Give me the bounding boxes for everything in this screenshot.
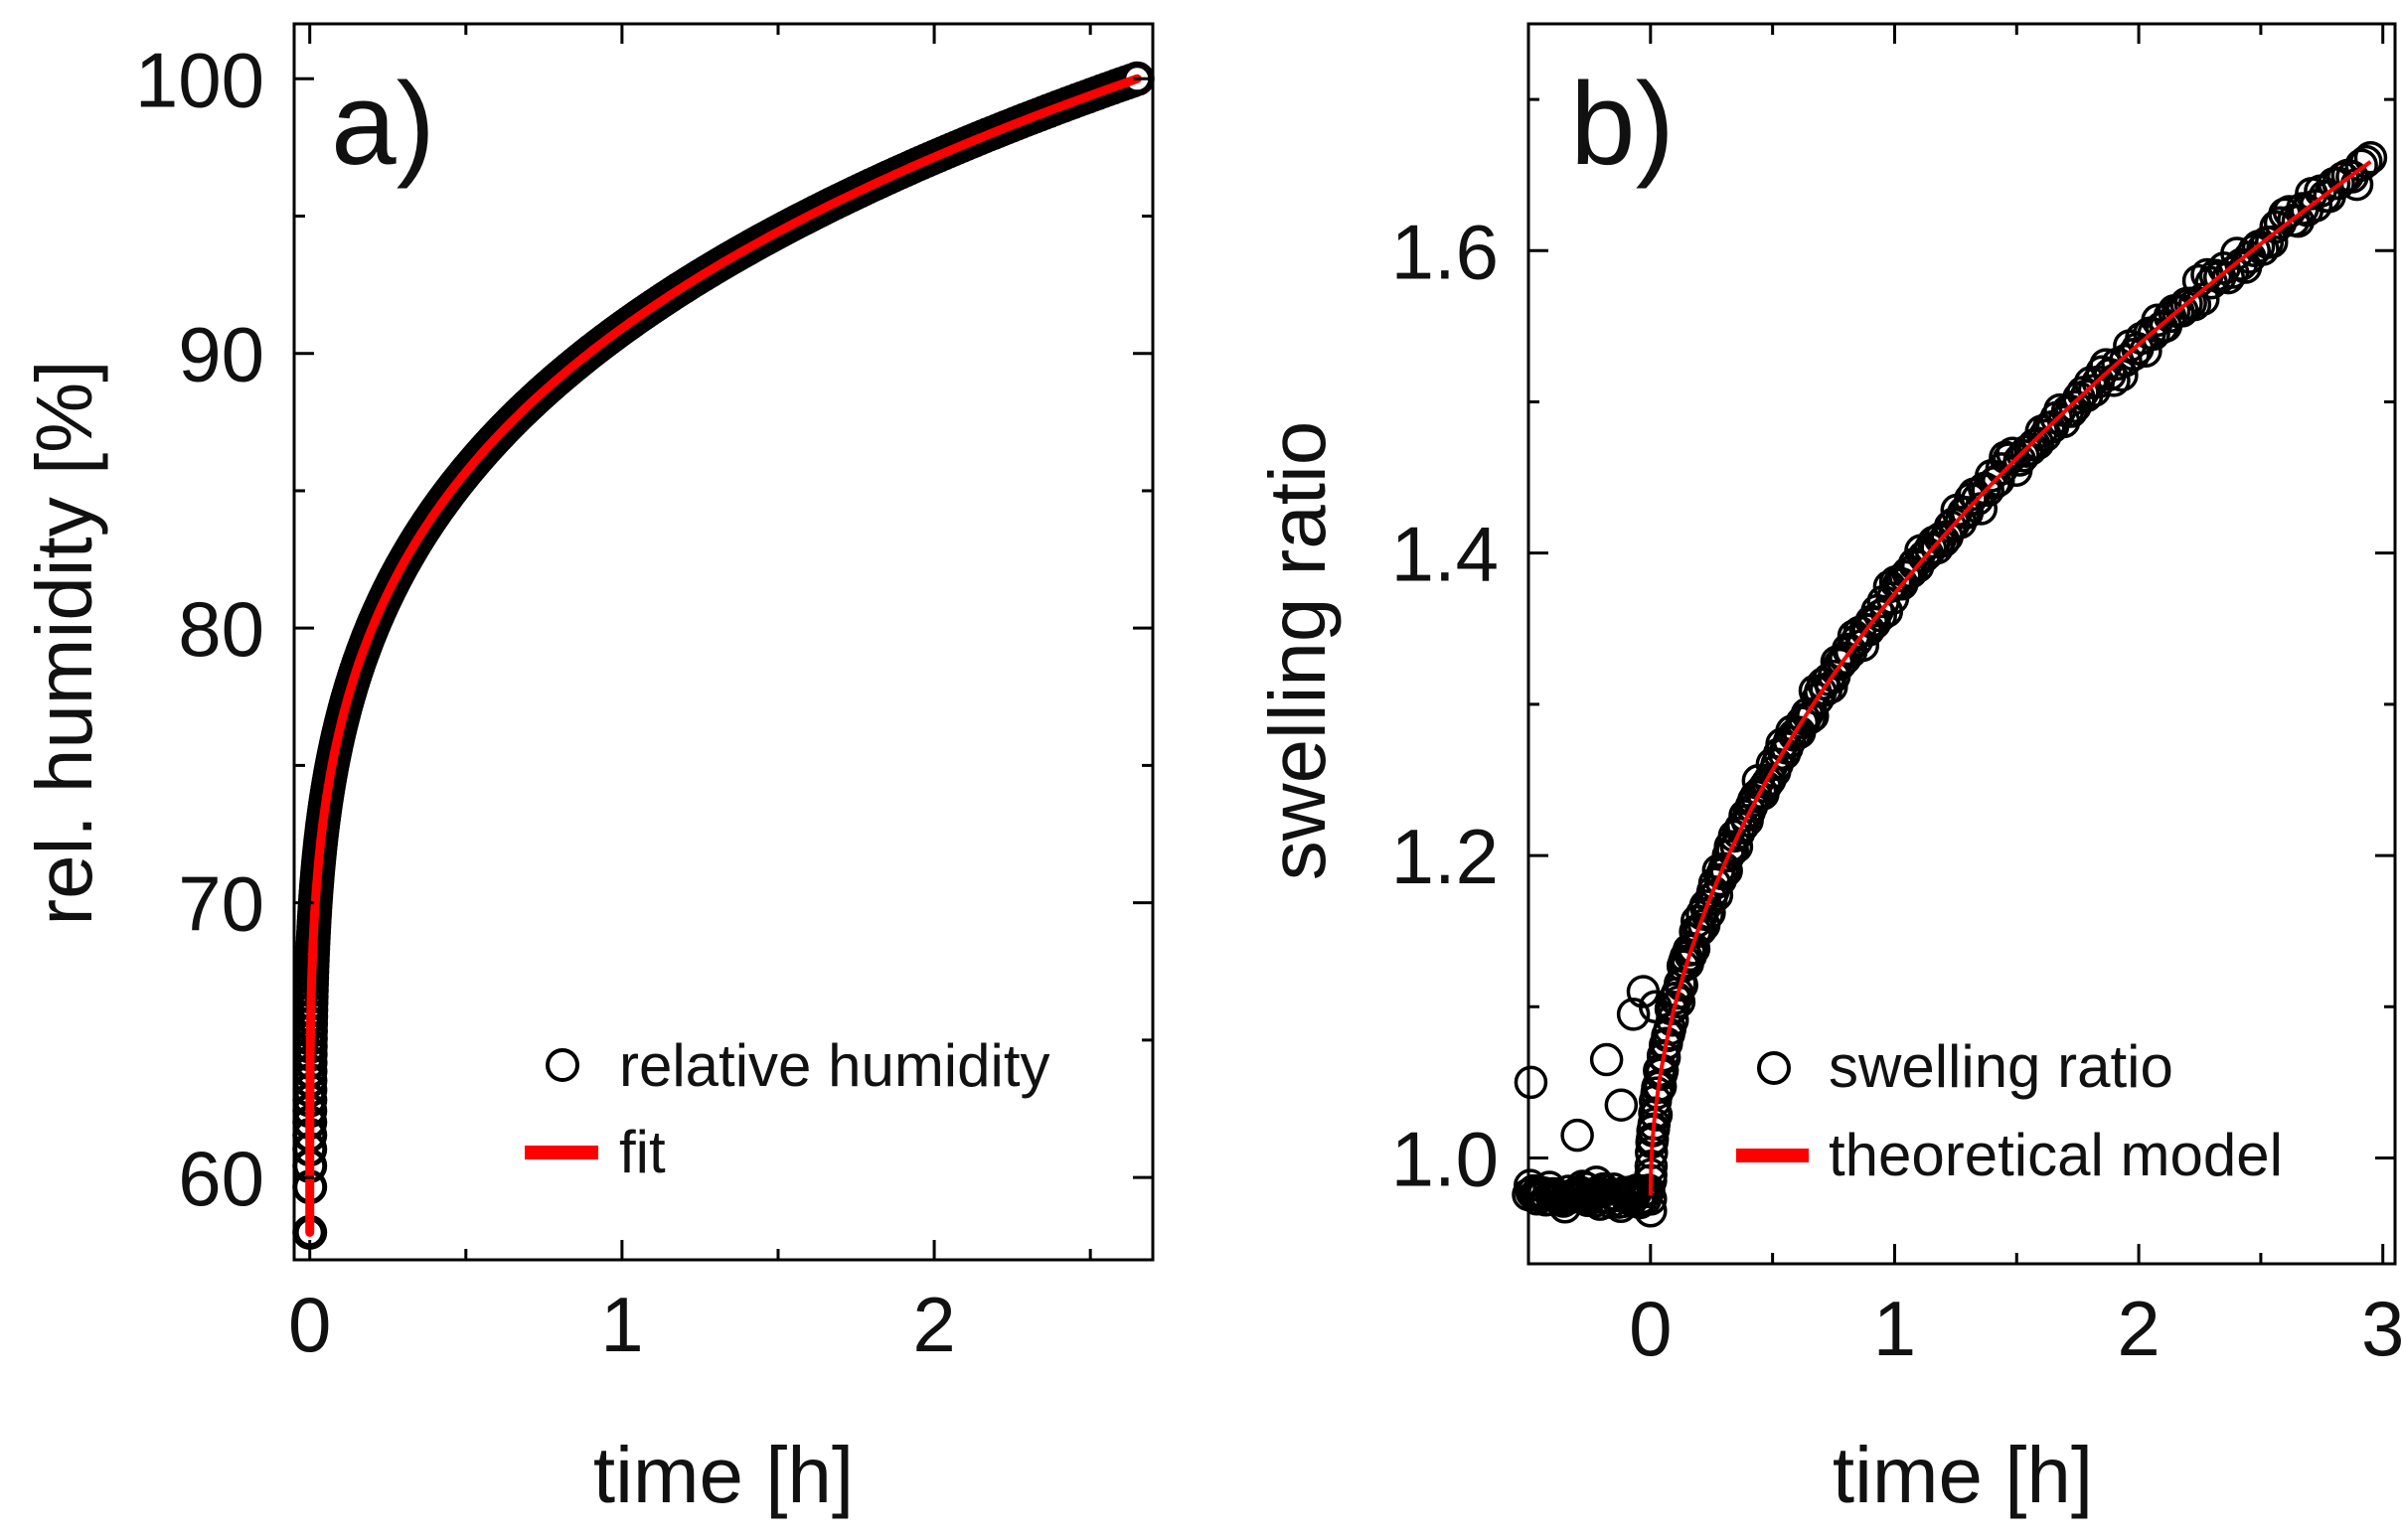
panel-b-x-tick-label: 0	[1629, 1285, 1672, 1372]
panel-b-data-point	[2344, 148, 2378, 182]
b-ticks-layer	[1526, 24, 2395, 1264]
panel-a-x-tick-label: 2	[912, 1281, 955, 1368]
panel-a-y-tick-label: 60	[178, 1135, 264, 1222]
a-fit-layer	[305, 74, 1142, 1237]
panel-b-data-point	[1683, 912, 1717, 947]
panel-a-x-axis-title: time [h]	[593, 1431, 854, 1519]
panel-b-data-point	[2349, 144, 2383, 179]
panel-b-y-tick-label: 1.4	[1391, 511, 1499, 598]
legend-b-label-swelling-ratio: swelling ratio	[1829, 1033, 2173, 1100]
panel-b-outlier-point	[1634, 1193, 1668, 1228]
panel-b-data-point	[1796, 698, 1830, 733]
panel-b-outlier-point	[1616, 998, 1651, 1031]
a-ticklabels-layer: 0 1 2 60 70 80 90 100	[135, 36, 956, 1368]
panel-a-y-tick-label: 90	[178, 311, 264, 398]
panel-a-y-axis-title: rel. humidity [%]	[20, 360, 108, 925]
legend-b-marker-swelling-ratio	[1757, 1051, 1791, 1085]
legend-b-label-theoretical-model: theoretical model	[1829, 1122, 2283, 1188]
panel-b-data-point	[2254, 225, 2289, 259]
panel-a-fit-line	[305, 74, 1142, 1237]
panel-b-y-axis-title: swelling ratio	[1253, 421, 1342, 880]
panel-a-x-tick-label: 1	[600, 1281, 643, 1368]
a-ticks-layer	[294, 24, 1153, 1260]
panel-b-x-axis-title: time [h]	[1833, 1431, 2093, 1519]
panel-b-data-point	[2109, 344, 2143, 378]
panel-b-x-tick-label: 1	[1873, 1285, 1916, 1372]
panel-b-data-point	[2177, 287, 2212, 322]
legend-a-label-relative-humidity: relative humidity	[619, 1032, 1050, 1099]
panel-b-outlier-point	[1589, 1042, 1624, 1077]
panel-b-data-point	[1863, 598, 1897, 633]
panel-b-x-tick-label: 2	[2117, 1285, 2160, 1372]
panel-b-plot-frame	[1526, 22, 2397, 1266]
panel-b-x-tick-label: 3	[2361, 1285, 2402, 1372]
panel-b-model-line	[1648, 160, 2372, 1196]
panel-b-outlier-point	[1514, 1065, 1548, 1100]
panel-b-y-tick-label: 1.2	[1391, 813, 1499, 900]
panel-b-outlier-point	[1604, 1088, 1639, 1122]
panel-b-outlier-point	[1638, 990, 1673, 1024]
a-markers-layer	[292, 61, 1155, 1250]
panel-a-tag: a)	[331, 59, 435, 190]
panel-a-y-tick-label: 100	[135, 36, 264, 123]
panel-b-y-tick-label: 1.0	[1391, 1115, 1499, 1202]
panel-a-y-tick-label: 80	[178, 585, 264, 673]
panel-b-data-point	[1857, 606, 1891, 641]
legend-a-label-fit: fit	[619, 1119, 666, 1185]
panel-a-x-tick-label: 0	[288, 1281, 331, 1368]
panel-a-plot-frame	[292, 22, 1155, 1262]
panel-a-y-tick-label: 70	[178, 860, 264, 948]
panel-b-tag: b)	[1570, 59, 1675, 190]
b-fit-layer	[1648, 160, 2372, 1196]
panel-b-data-point	[2353, 140, 2388, 175]
legend-a-marker-relative-humidity	[546, 1048, 579, 1082]
panel-a: 0 1 2 60 70 80 90 100 a) rel. humidity [%] time…	[20, 22, 1155, 1519]
panel-b-y-tick-label: 1.6	[1391, 208, 1499, 295]
b-ticklabels-layer: 0 1 2 3 1.0 1.2 1.4 1.6	[1391, 208, 2402, 1372]
panel-b: 0 1 2 3 1.0 1.2 1.4 1.6 b) swelling ratio time …	[1253, 22, 2402, 1519]
panel-b-outlier-point	[1560, 1118, 1594, 1153]
